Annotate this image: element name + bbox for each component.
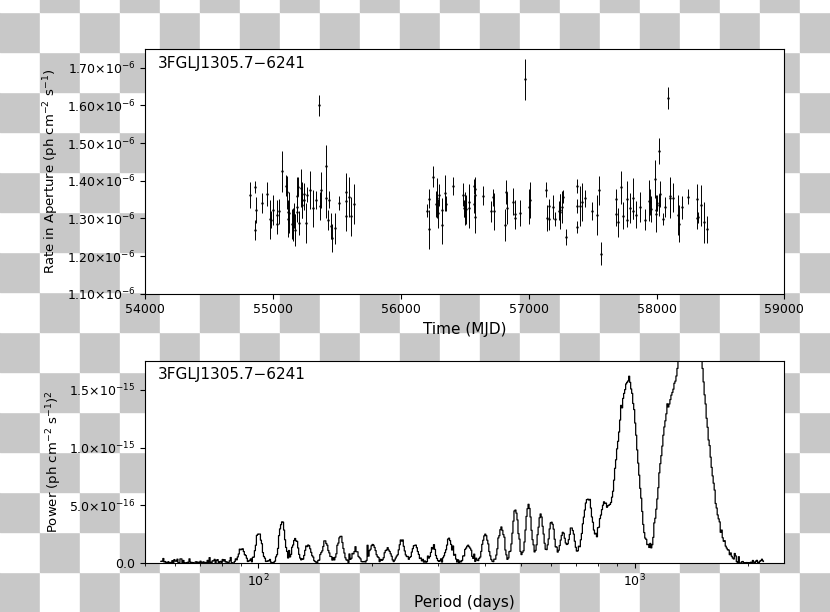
- X-axis label: Time (MJD): Time (MJD): [423, 322, 506, 337]
- Y-axis label: Rate in Aperture (ph cm$^{-2}$ s$^{-1}$): Rate in Aperture (ph cm$^{-2}$ s$^{-1}$): [42, 69, 61, 274]
- X-axis label: Period (days): Period (days): [414, 595, 515, 610]
- Y-axis label: Power (ph cm$^{-2}$ s$^{-1}$)$^2$: Power (ph cm$^{-2}$ s$^{-1}$)$^2$: [44, 390, 64, 534]
- Text: 3FGLJ1305.7−6241: 3FGLJ1305.7−6241: [158, 56, 306, 72]
- Text: 3FGLJ1305.7−6241: 3FGLJ1305.7−6241: [158, 367, 306, 382]
